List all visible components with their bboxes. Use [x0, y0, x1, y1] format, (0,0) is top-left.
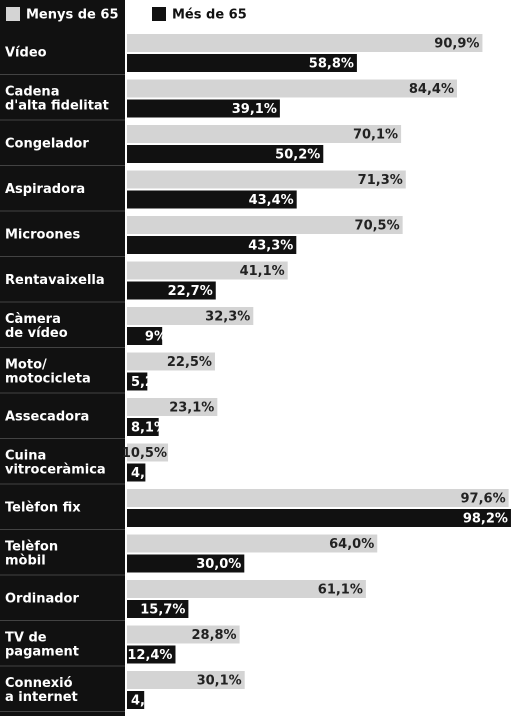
value-label: 97,6% [461, 492, 506, 507]
category-label: Vídeo [5, 45, 47, 60]
bar [127, 145, 324, 163]
bar [127, 79, 458, 98]
bar [127, 509, 511, 527]
value-label: 8,1% [131, 421, 167, 436]
bar [127, 600, 189, 618]
category-label: Microones [5, 227, 80, 242]
value-label: 4,7% [131, 466, 167, 481]
bar [127, 671, 245, 689]
value-label: 64,0% [329, 537, 374, 552]
bar [127, 54, 357, 72]
value-label: 28,8% [191, 628, 236, 643]
value-label: 15,7% [140, 603, 185, 618]
value-label: 9% [145, 330, 167, 345]
value-label: 12,4% [127, 648, 172, 663]
value-label: 32,3% [205, 310, 250, 325]
legend-label: Més de 65 [172, 8, 247, 23]
value-label: 39,1% [232, 102, 277, 117]
value-label: 22,5% [167, 355, 212, 370]
category-label: Congelador [5, 136, 89, 151]
label-column [0, 0, 125, 716]
bar [127, 327, 163, 345]
category-label: Ordinador [5, 591, 79, 606]
value-label: 90,9% [434, 37, 479, 52]
bar [127, 398, 218, 416]
bar [127, 236, 297, 254]
value-label: 43,4% [249, 193, 294, 208]
value-label: 70,1% [353, 128, 398, 143]
category-label: Connexió a internet [5, 675, 78, 704]
value-label: 84,4% [409, 82, 454, 97]
bar [127, 216, 403, 234]
value-label: 4,4% [131, 694, 167, 709]
bar [127, 625, 240, 644]
value-label: 30,0% [196, 557, 241, 572]
category-label: Rentavaixella [5, 273, 105, 288]
category-label: Telèfon mòbil [5, 539, 58, 568]
category-label: Cuina vitroceràmica [5, 448, 106, 477]
category-label: TV de pagament [5, 630, 79, 659]
legend-swatch [6, 7, 20, 21]
bar [127, 125, 402, 143]
value-label: 58,8% [309, 57, 354, 72]
bar [127, 489, 509, 507]
value-label: 50,2% [275, 148, 320, 163]
bar [127, 352, 215, 371]
value-label: 22,7% [168, 284, 213, 299]
value-label: 10,5% [122, 446, 167, 461]
bar [127, 554, 245, 573]
bar [127, 443, 169, 462]
category-label: Moto/motocicleta [5, 357, 91, 386]
value-label: 30,1% [197, 674, 242, 689]
legend-label: Menys de 65 [26, 8, 119, 23]
value-label: 5,2% [131, 375, 167, 390]
category-label: Telèfon fix [5, 500, 81, 515]
bar [127, 534, 378, 553]
bar [127, 580, 366, 598]
value-label: 71,3% [358, 173, 403, 188]
value-label: 23,1% [169, 401, 214, 416]
value-label: 41,1% [240, 264, 285, 279]
bar [127, 645, 176, 664]
value-label: 43,3% [248, 239, 293, 254]
legend-swatch [152, 7, 166, 21]
bar [127, 261, 288, 280]
value-label: 98,2% [463, 512, 508, 527]
bar [127, 307, 254, 325]
category-label: Cadena d'alta fidelitat [5, 84, 109, 113]
bar [127, 281, 216, 300]
bar [127, 691, 145, 709]
bar [127, 170, 406, 189]
bar [127, 190, 297, 209]
category-label: Assecadora [5, 409, 89, 424]
value-label: 61,1% [318, 583, 363, 598]
value-label: 70,5% [355, 219, 400, 234]
bar [127, 418, 159, 436]
bar [127, 372, 148, 391]
bar [127, 463, 146, 482]
bar [127, 99, 280, 118]
category-label: Aspiradora [5, 182, 85, 197]
bar [127, 34, 483, 52]
category-label: Càmera de vídeo [5, 311, 68, 340]
